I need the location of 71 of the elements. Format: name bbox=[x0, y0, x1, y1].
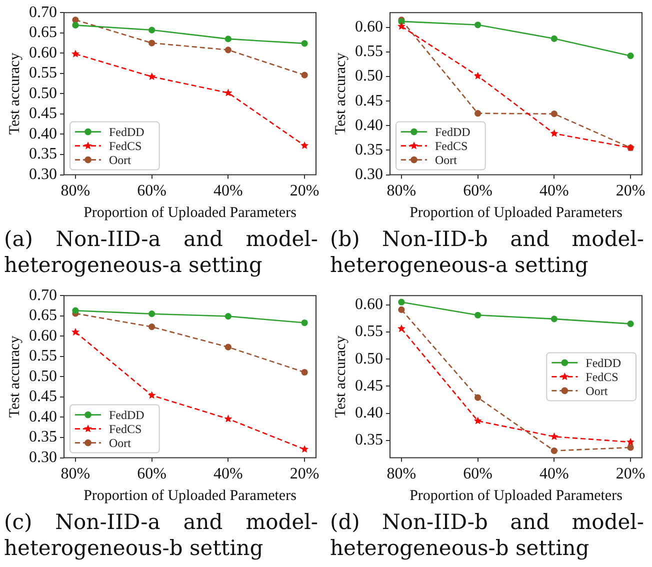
y-tick-label: 0.45 bbox=[29, 388, 57, 406]
x-tick-label: 20% bbox=[290, 466, 320, 483]
legend-label: FedDD bbox=[109, 408, 145, 422]
y-tick-label: 0.35 bbox=[29, 428, 57, 446]
x-axis-title: Proportion of Uploaded Parameters bbox=[410, 488, 623, 504]
x-tick-label: 80% bbox=[386, 182, 416, 200]
y-tick-label: 0.40 bbox=[29, 408, 57, 426]
x-axis-title: Proportion of Uploaded Parameters bbox=[410, 204, 623, 221]
x-tick-label: 20% bbox=[290, 182, 320, 200]
y-tick-label: 0.30 bbox=[355, 166, 383, 184]
y-tick-label: 0.40 bbox=[355, 404, 383, 422]
y-tick-label: 0.60 bbox=[29, 327, 57, 344]
legend-label: Oort bbox=[109, 152, 132, 167]
y-tick-label: 0.45 bbox=[355, 377, 383, 394]
x-tick-label: 60% bbox=[463, 182, 492, 200]
x-tick-label: 40% bbox=[540, 182, 569, 200]
y-tick-label: 0.35 bbox=[29, 146, 57, 163]
legend-label: FedCS bbox=[109, 138, 142, 153]
x-tick-label: 80% bbox=[386, 466, 416, 483]
y-tick-label: 0.40 bbox=[355, 116, 383, 134]
y-tick-label: 0.40 bbox=[29, 125, 57, 142]
y-tick-label: 0.55 bbox=[355, 43, 383, 60]
y-axis-title: Test accuracy bbox=[6, 335, 23, 418]
legend-label: Oort bbox=[586, 384, 608, 398]
x-tick-label: 80% bbox=[60, 466, 90, 483]
y-tick-label: 0.50 bbox=[29, 368, 57, 385]
y-tick-label: 0.50 bbox=[29, 84, 57, 102]
legend-label: Oort bbox=[109, 436, 132, 450]
text: (d) Non-IID-b and model-heterogeneous-b setting bbox=[329, 509, 645, 561]
y-tick-label: 0.35 bbox=[355, 432, 383, 449]
legend-label: FedDD bbox=[586, 356, 622, 370]
x-tick-label: 20% bbox=[616, 182, 646, 200]
y-axis-title: Test accuracy bbox=[332, 335, 349, 418]
y-tick-label: 0.50 bbox=[355, 68, 383, 85]
x-axis-title: Proportion of Uploaded Parameters bbox=[84, 204, 297, 221]
y-tick-label: 0.30 bbox=[29, 449, 57, 466]
y-tick-label: 0.55 bbox=[29, 64, 57, 82]
text: (b) Non-IID-b and model-heterogeneous-a setting bbox=[329, 226, 645, 278]
x-tick-label: 60% bbox=[137, 466, 166, 483]
y-tick-label: 0.45 bbox=[29, 105, 57, 122]
legend-label: FedDD bbox=[435, 124, 471, 139]
x-tick-label: 80% bbox=[60, 182, 90, 200]
legend-label: FedCS bbox=[435, 138, 468, 153]
x-tick-label: 40% bbox=[540, 466, 569, 483]
legend-label: FedCS bbox=[586, 370, 618, 384]
x-tick-label: 20% bbox=[616, 466, 646, 483]
x-tick-label: 40% bbox=[214, 466, 243, 483]
y-tick-label: 0.70 bbox=[29, 4, 57, 21]
y-tick-label: 0.60 bbox=[355, 18, 383, 36]
y-axis-title: Test accuracy bbox=[332, 52, 349, 135]
y-tick-label: 0.65 bbox=[29, 24, 57, 42]
y-tick-label: 0.60 bbox=[355, 296, 383, 314]
y-tick-label: 0.70 bbox=[29, 286, 57, 304]
y-tick-label: 0.60 bbox=[29, 44, 57, 62]
y-tick-label: 0.35 bbox=[355, 141, 383, 158]
y-tick-label: 0.30 bbox=[29, 166, 57, 184]
legend-label: Oort bbox=[435, 152, 458, 167]
y-tick-label: 0.45 bbox=[355, 92, 383, 110]
x-tick-label: 40% bbox=[214, 182, 243, 200]
text: (c) Non-IID-a and model-heterogeneous-b setting bbox=[3, 509, 319, 561]
y-tick-label: 0.55 bbox=[355, 323, 383, 340]
y-tick-label: 0.65 bbox=[29, 307, 57, 324]
x-tick-label: 60% bbox=[463, 466, 492, 483]
text: (a) Non-IID-a and model-heterogeneous-a setting bbox=[3, 226, 319, 278]
y-tick-label: 0.55 bbox=[29, 348, 57, 365]
y-tick-label: 0.50 bbox=[355, 350, 383, 368]
x-tick-label: 60% bbox=[137, 182, 166, 200]
x-axis-title: Proportion of Uploaded Parameters bbox=[84, 488, 297, 504]
y-axis-title: Test accuracy bbox=[6, 52, 23, 135]
legend-label: FedCS bbox=[109, 422, 142, 436]
legend-label: FedDD bbox=[109, 124, 145, 139]
